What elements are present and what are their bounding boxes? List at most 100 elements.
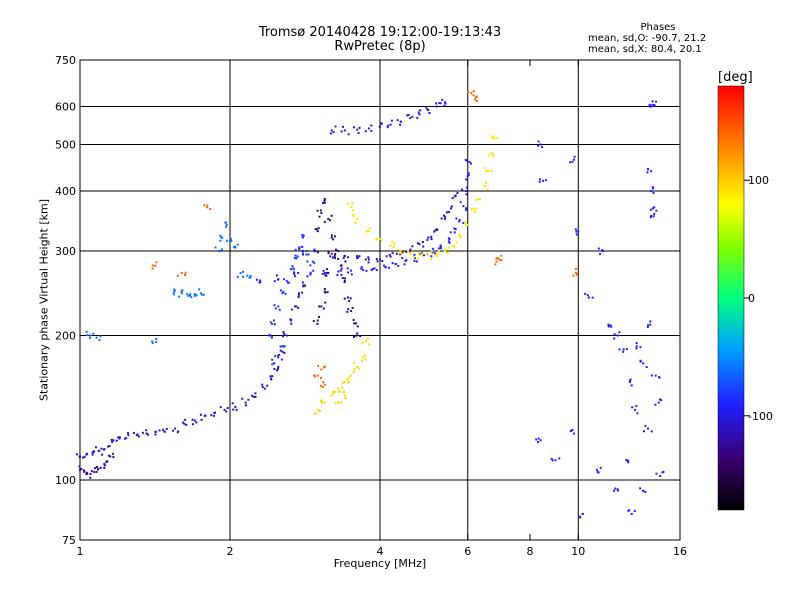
data-point — [613, 333, 616, 336]
data-point — [278, 353, 281, 356]
data-point — [183, 422, 186, 425]
x-tick-label: 8 — [527, 545, 534, 558]
data-point — [421, 241, 424, 244]
data-point — [173, 288, 176, 291]
data-point — [537, 437, 540, 440]
data-point — [190, 296, 193, 299]
data-point — [430, 255, 433, 258]
data-point — [323, 201, 326, 204]
data-point — [610, 325, 613, 328]
data-point — [324, 291, 327, 294]
data-point — [403, 263, 406, 266]
data-point — [330, 214, 333, 217]
data-point — [315, 228, 318, 231]
data-point — [360, 266, 363, 269]
data-point — [437, 247, 440, 250]
data-point — [655, 100, 658, 103]
data-point — [279, 289, 282, 292]
data-point — [300, 245, 303, 248]
data-point — [219, 239, 222, 242]
data-point — [635, 342, 638, 345]
data-point — [333, 254, 336, 257]
data-point — [312, 269, 315, 272]
phases-legend: Phases mean, sd,O: -90.7, 21.2 mean, sd,… — [588, 22, 706, 55]
data-point — [350, 374, 353, 377]
data-point — [616, 334, 619, 337]
data-point — [362, 268, 365, 271]
data-point — [306, 260, 309, 263]
data-point — [322, 201, 325, 204]
data-point — [574, 268, 577, 271]
data-point — [352, 215, 355, 218]
data-point — [634, 408, 637, 411]
data-point — [318, 316, 321, 319]
data-point — [270, 336, 273, 339]
data-point — [347, 271, 350, 274]
data-point — [367, 230, 370, 233]
data-point — [444, 215, 447, 218]
data-point — [282, 335, 285, 338]
data-point — [399, 250, 402, 253]
data-point — [229, 237, 232, 240]
data-point — [639, 346, 642, 349]
data-point — [330, 394, 333, 397]
data-point — [313, 261, 316, 264]
data-point — [330, 234, 333, 237]
data-point — [340, 401, 343, 404]
data-point — [498, 258, 501, 261]
data-point — [416, 257, 419, 260]
data-point — [298, 248, 301, 251]
data-point — [330, 252, 333, 255]
data-point — [86, 452, 89, 455]
data-point — [554, 459, 557, 462]
data-point — [646, 324, 649, 327]
data-point — [89, 334, 92, 337]
colorbar-unit-label: [deg] — [718, 70, 753, 85]
series-yellow-green-low-cluster — [314, 337, 371, 415]
data-point — [302, 284, 305, 287]
data-point — [437, 250, 440, 253]
data-point — [659, 398, 662, 401]
data-point — [83, 470, 86, 473]
data-point — [348, 376, 351, 379]
data-point — [465, 178, 468, 181]
data-point — [332, 131, 335, 134]
data-point — [244, 401, 247, 404]
data-point — [409, 252, 412, 255]
data-point — [453, 227, 456, 230]
data-point — [635, 404, 638, 407]
data-point — [283, 351, 286, 354]
data-point — [364, 258, 367, 261]
data-point — [609, 324, 612, 327]
data-point — [311, 260, 314, 263]
data-point — [225, 239, 228, 242]
data-point — [325, 271, 328, 274]
data-point — [429, 258, 432, 261]
data-point — [358, 126, 361, 129]
data-point — [500, 259, 503, 262]
x-axis-label: Frequency [MHz] — [333, 557, 427, 570]
data-point — [628, 380, 631, 383]
data-point — [467, 172, 470, 175]
data-point — [485, 170, 488, 173]
data-point — [649, 105, 652, 108]
data-point — [212, 414, 215, 417]
data-point — [449, 231, 452, 234]
data-point — [258, 281, 261, 284]
data-point — [375, 269, 378, 272]
data-point — [406, 114, 409, 117]
data-point — [584, 292, 587, 295]
data-point — [91, 453, 94, 456]
data-point — [223, 408, 226, 411]
data-point — [660, 399, 663, 402]
data-point — [327, 217, 330, 220]
data-point — [364, 354, 367, 357]
data-point — [316, 408, 319, 411]
data-point — [89, 476, 92, 479]
data-point — [652, 104, 655, 107]
data-point — [662, 470, 665, 473]
data-point — [118, 436, 121, 439]
data-point — [430, 238, 433, 241]
data-point — [193, 419, 196, 422]
data-point — [653, 212, 656, 215]
